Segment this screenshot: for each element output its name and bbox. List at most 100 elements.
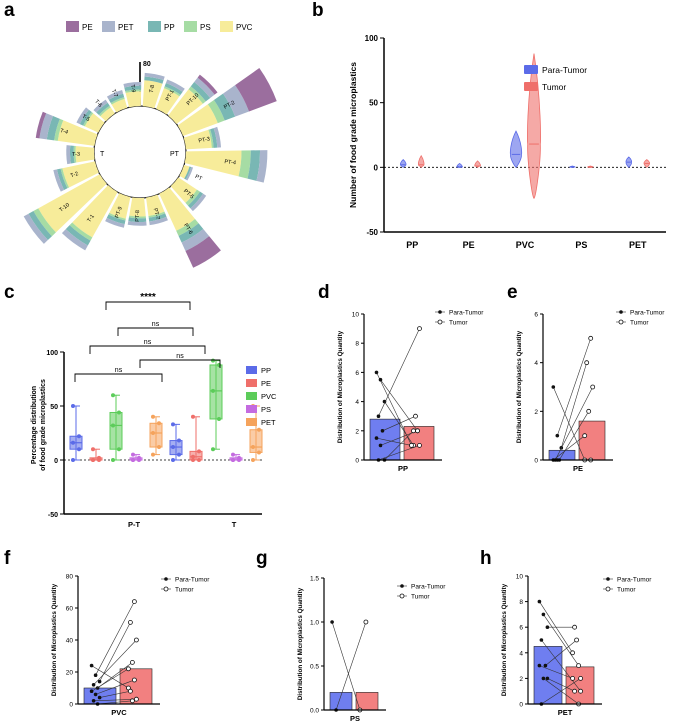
- radial-segment-T-3-PS: [73, 145, 77, 163]
- sig-bracket-4: [139, 359, 221, 368]
- pair-point-tumor-8: [133, 696, 139, 702]
- sig-bracket-1: [89, 345, 206, 354]
- radial-segment-PT-6-PET: [181, 228, 210, 251]
- radial-label-PT-2: PT-2: [223, 100, 236, 111]
- pair-line-3: [555, 386, 593, 461]
- pair-point-para-1: [93, 673, 98, 677]
- radial-segment-PT-3-PET: [213, 126, 222, 148]
- y-tick-label: -50: [366, 228, 378, 237]
- legend-label-Tumor: Tumor: [630, 320, 649, 327]
- panel-label-c: c: [4, 282, 15, 303]
- x-tick-label-PP: PP: [406, 240, 418, 250]
- radial-segment-PT-1-PS: [163, 86, 181, 97]
- radial-segment-PT-7-PP: [148, 213, 167, 222]
- pair-point-para-2: [97, 679, 102, 684]
- box-point-T-1: [197, 449, 201, 454]
- radial-label-PT-7: PT-7: [152, 208, 161, 221]
- bar-tumor: [578, 420, 606, 461]
- radial-segment-PT-PVC: [179, 164, 190, 179]
- pair-line-1: [335, 621, 367, 711]
- radial-segment-PT-2-PE: [235, 68, 277, 112]
- pair-point-tumor-7: [411, 428, 416, 434]
- pair-line-0: [331, 621, 361, 711]
- radial-segment-PT-6-PE: [185, 236, 221, 268]
- radial-segment-T-5-PP: [79, 109, 92, 126]
- box-point-T-0: [177, 438, 181, 443]
- radial-segment-PT-9-PET: [105, 217, 125, 228]
- x-label: PVC: [111, 708, 127, 717]
- pair-point-para-7: [545, 676, 550, 681]
- legend-label-Tumor: Tumor: [617, 587, 636, 594]
- radial-segment-PT-2-PP: [213, 93, 236, 121]
- legend-label-PE: PE: [261, 379, 271, 388]
- radial-segment-PT-9-PP: [106, 214, 126, 225]
- pair-line-5: [553, 435, 585, 461]
- radial-segment-PT-8-PP: [128, 217, 147, 223]
- y-tick-label: 0: [519, 702, 523, 709]
- radial-segment-T-3-PP: [69, 145, 75, 164]
- legend-label-PET: PET: [118, 23, 134, 32]
- y-tick-label: 2: [534, 409, 538, 416]
- box-point-T-2: [211, 447, 215, 452]
- radial-segment-T-6-PP: [96, 102, 110, 116]
- x-tick-label-PS: PS: [575, 240, 587, 250]
- radial-segment-T-10-PS: [33, 208, 56, 237]
- pair-point-para-4: [380, 429, 385, 433]
- radial-segment-PT-6-PP: [178, 223, 204, 243]
- y-tick-label: 10: [516, 574, 524, 581]
- radial-label-PT-4: PT-4: [224, 159, 236, 166]
- radial-segment-T-9-PP: [124, 85, 142, 92]
- radial-label-PT-8: PT-8: [135, 210, 141, 222]
- y-tick-label: 0: [54, 458, 58, 465]
- legend-swatch-PS: [184, 21, 197, 32]
- box-point-P-T-0: [77, 434, 81, 439]
- box-point-P-T-3: [137, 455, 141, 460]
- pair-point-tumor-1: [363, 619, 369, 625]
- legend-label-Tumor: Tumor: [542, 82, 566, 92]
- radial-segment-T-2-PP: [56, 168, 68, 190]
- radial-segment-T-6-PVC: [100, 107, 115, 122]
- radial-segment-T-10-PP: [28, 211, 52, 241]
- violin-Para-Tumor-PE: [456, 162, 463, 168]
- pair-line-0: [553, 386, 585, 461]
- legend-marker-Tumor: [437, 319, 443, 325]
- y-tick-label: 1.0: [310, 620, 319, 627]
- box-point-T-2: [211, 358, 215, 363]
- center-label-pt: PT: [170, 151, 180, 158]
- pair-point-para-0: [551, 385, 556, 389]
- legend-label-PP: PP: [164, 23, 175, 32]
- legend-swatch-PE: [246, 379, 257, 387]
- y-tick-label: 0: [374, 163, 379, 172]
- pair-line-5: [376, 437, 412, 446]
- pair-point-para-0: [330, 620, 334, 624]
- box-point-T-1: [191, 458, 195, 462]
- panel-label-b: b: [312, 0, 324, 21]
- panel-label-e: e: [507, 282, 518, 303]
- radial-segment-PT-3-PP: [210, 128, 218, 148]
- violin-Para-Tumor-PP: [399, 159, 407, 168]
- legend-label-PS: PS: [261, 405, 271, 414]
- panel-label-f: f: [4, 548, 11, 569]
- radial-segment-T-10-PET: [23, 213, 48, 244]
- box-point-P-T-4: [151, 431, 155, 435]
- legend-label-PVC: PVC: [236, 23, 253, 32]
- x-tick-label-P-T: P-T: [128, 520, 141, 529]
- radial-segment-PT-PET: [185, 166, 194, 181]
- pair-line-5: [91, 668, 129, 692]
- pair-point-para-2: [545, 625, 550, 629]
- legend-marker-Para-Tumor: [606, 577, 610, 581]
- radial-segment-PT-1-PVC: [156, 88, 180, 115]
- y-tick-label: 8: [355, 341, 359, 348]
- pair-point-tumor-3: [578, 688, 583, 694]
- pair-point-para-2: [382, 399, 387, 404]
- legend-label-Para-Tumor: Para-Tumor: [542, 65, 587, 75]
- pair-line-8: [541, 678, 581, 705]
- pair-line-6: [95, 679, 135, 695]
- radial-label-PT-1: PT-1: [165, 89, 176, 102]
- pair-line-8: [378, 445, 420, 461]
- y-tick-label: 4: [355, 399, 359, 406]
- pair-point-tumor-1: [131, 599, 137, 604]
- box-point-P-T-0: [77, 447, 81, 452]
- box-chart-c: -50 0 50 100 Percentage distribution of food …: [31, 292, 277, 529]
- legend-swatch-PP: [246, 366, 257, 374]
